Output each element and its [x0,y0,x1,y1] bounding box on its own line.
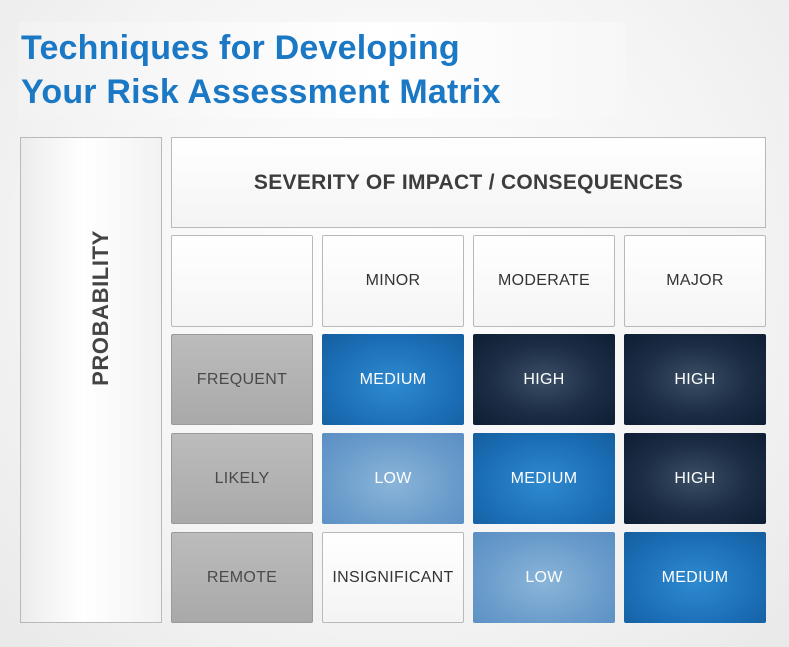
risk-cell-likely-major: HIGH [624,433,766,524]
risk-cell-likely-minor: LOW [322,433,464,524]
column-header-moderate: MODERATE [473,235,615,327]
title-box: Techniques for Developing Your Risk Asse… [18,22,626,118]
severity-header: SEVERITY OF IMPACT / CONSEQUENCES [171,137,766,228]
risk-cell-frequent-moderate: HIGH [473,334,615,425]
risk-cell-frequent-major: HIGH [624,334,766,425]
column-header-major: MAJOR [624,235,766,327]
corner-cell [171,235,313,327]
risk-cell-frequent-minor: MEDIUM [322,334,464,425]
risk-cell-remote-moderate: LOW [473,532,615,623]
risk-cell-remote-major: MEDIUM [624,532,766,623]
row-header-remote: REMOTE [171,532,313,623]
page-title-line-1: Techniques for Developing [21,29,460,67]
risk-cell-likely-moderate: MEDIUM [473,433,615,524]
page-title-line-2: Your Risk Assessment Matrix [21,73,501,111]
probability-label: PROBABILITY [88,230,113,386]
row-header-frequent: FREQUENT [171,334,313,425]
column-header-minor: MINOR [322,235,464,327]
row-header-likely: LIKELY [171,433,313,524]
probability-panel [20,137,162,623]
risk-cell-remote-minor: INSIGNIFICANT [322,532,464,623]
